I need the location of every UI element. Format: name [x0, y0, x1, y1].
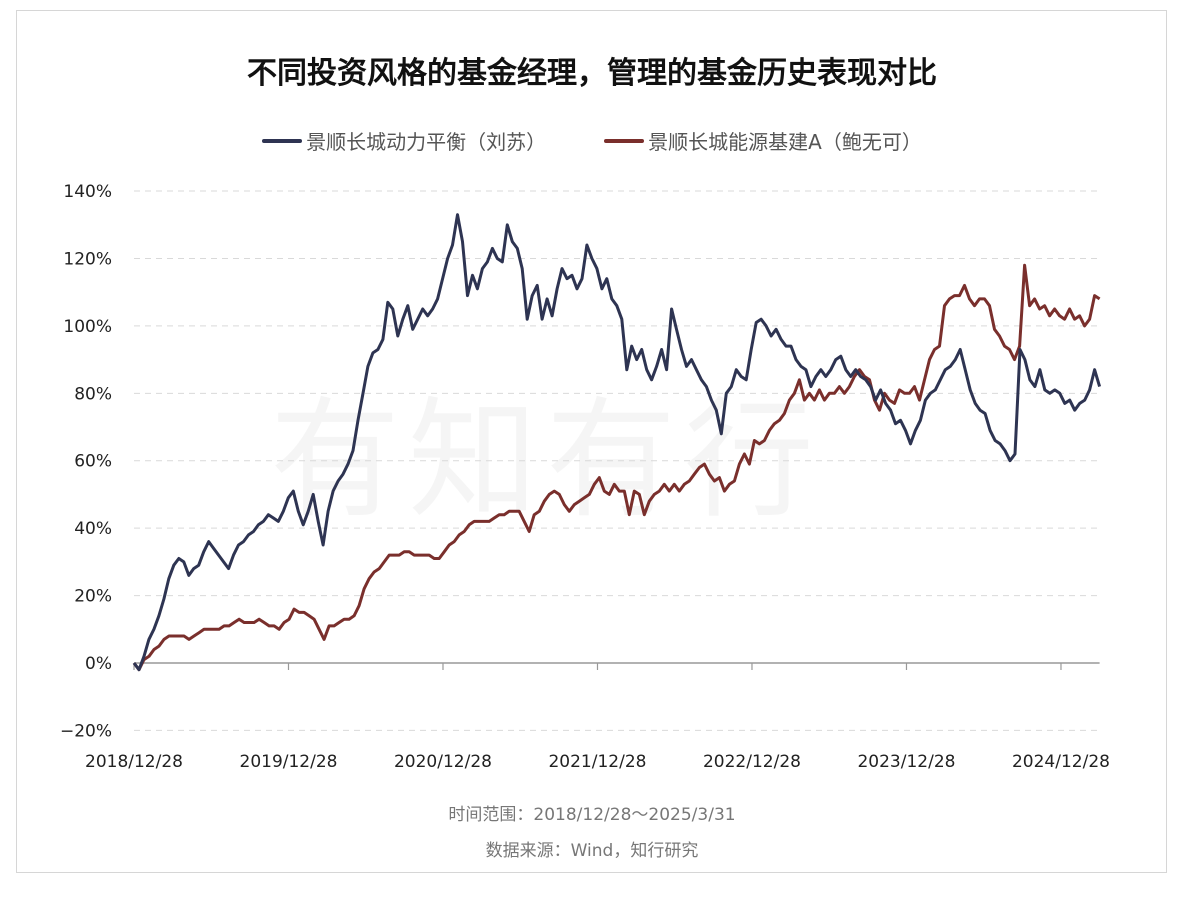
y-tick-label: 20% [74, 587, 112, 607]
y-tick-label: −20% [60, 721, 112, 741]
y-tick-label: 100% [63, 317, 112, 337]
footer-source: 数据来源：Wind，知行研究 [485, 841, 699, 861]
legend-item-series-2: 景顺长城能源基建A（鲍无可） [604, 126, 922, 155]
series-line-1 [132, 213, 1102, 672]
x-tick-label: 2021/12/28 [548, 752, 646, 772]
footer-time-range: 时间范围：2018/12/28～2025/3/31 [448, 805, 736, 825]
legend-item-series-1: 景顺长城动力平衡（刘苏） [262, 126, 546, 155]
y-tick-label: 140% [63, 182, 112, 202]
x-tick-label: 2024/12/28 [1012, 752, 1110, 772]
legend: 景顺长城动力平衡（刘苏） 景顺长城能源基建A（鲍无可） [0, 126, 1184, 155]
legend-label-series-1: 景顺长城动力平衡（刘苏） [306, 130, 547, 154]
x-tick-label: 2020/12/28 [394, 752, 492, 772]
legend-label-series-2: 景顺长城能源基建A（鲍无可） [648, 130, 922, 154]
x-tick-label: 2022/12/28 [703, 752, 801, 772]
chart-frame [16, 10, 1167, 873]
legend-swatch-series-2 [604, 138, 645, 143]
y-tick-label: 40% [74, 519, 112, 539]
legend-swatch-series-1 [262, 138, 303, 143]
x-tick-label: 2018/12/28 [85, 752, 183, 772]
series-line-2 [132, 263, 1101, 672]
x-tick-label: 2019/12/28 [240, 752, 338, 772]
chart-title: 不同投资风格的基金经理，管理的基金历史表现对比 [247, 56, 937, 91]
x-tick-label: 2023/12/28 [857, 752, 955, 772]
y-tick-label: 80% [74, 384, 112, 404]
y-tick-label: 60% [74, 452, 112, 472]
y-tick-label: 120% [63, 249, 112, 269]
y-tick-label: 0% [85, 654, 112, 674]
